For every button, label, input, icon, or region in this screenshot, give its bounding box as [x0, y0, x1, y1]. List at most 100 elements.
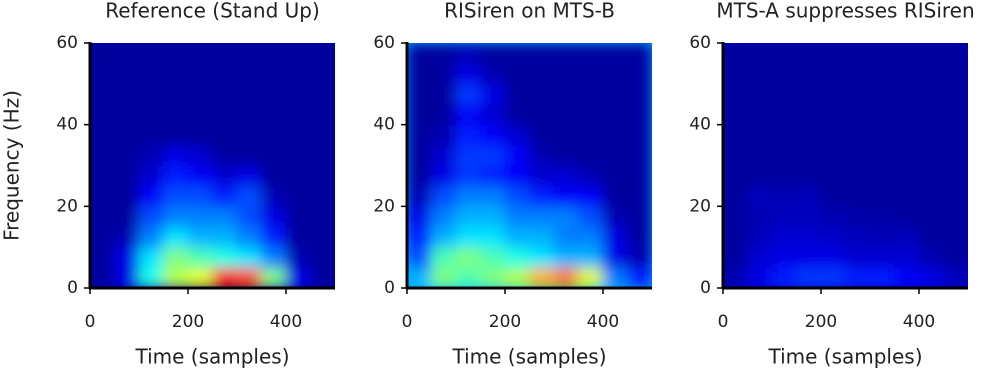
cell — [869, 43, 895, 64]
cell — [187, 226, 213, 248]
cell — [553, 62, 579, 85]
cell — [480, 124, 506, 146]
cell — [747, 185, 773, 207]
cell — [90, 267, 115, 288]
cell — [431, 83, 457, 105]
cell — [90, 185, 115, 207]
cell — [771, 144, 797, 166]
cell — [796, 185, 822, 207]
cell — [236, 185, 262, 207]
cell — [771, 165, 797, 187]
cell — [529, 43, 555, 64]
cell — [918, 185, 944, 207]
cell — [627, 144, 652, 166]
cell — [918, 226, 944, 248]
x-axis-label: Time (samples) — [451, 345, 606, 369]
cell — [431, 165, 457, 187]
cell — [578, 144, 604, 166]
y-tick-label: 0 — [67, 278, 78, 298]
x-tick-label: 400 — [587, 312, 619, 332]
cell — [261, 226, 287, 248]
cell — [771, 185, 797, 207]
cell — [504, 144, 530, 166]
cell — [310, 62, 335, 85]
cell — [627, 83, 652, 105]
cell — [918, 103, 944, 126]
cell — [747, 103, 773, 126]
cell — [796, 246, 822, 269]
cell — [407, 43, 432, 64]
cell — [845, 103, 871, 126]
cell — [943, 205, 968, 228]
cell — [747, 267, 773, 288]
cell — [529, 62, 555, 85]
cell — [894, 246, 920, 269]
cell — [310, 83, 335, 105]
cell — [261, 103, 287, 126]
cell — [723, 226, 748, 248]
cell — [455, 144, 481, 166]
cell — [407, 144, 432, 166]
cell — [310, 205, 335, 228]
cell — [407, 267, 432, 288]
cell — [771, 226, 797, 248]
cell — [602, 103, 628, 126]
cell — [163, 185, 189, 207]
cell — [820, 185, 846, 207]
cell — [918, 144, 944, 166]
cell — [529, 185, 555, 207]
cell — [747, 226, 773, 248]
cell — [407, 226, 432, 248]
cell — [504, 246, 530, 269]
cell — [578, 185, 604, 207]
y-tick-label: 20 — [373, 196, 395, 216]
cell — [236, 165, 262, 187]
cell — [553, 124, 579, 146]
cell — [553, 43, 579, 64]
cell — [285, 185, 311, 207]
cell — [771, 43, 797, 64]
cell — [480, 43, 506, 64]
cell — [845, 226, 871, 248]
cell — [943, 267, 968, 288]
cell — [212, 144, 238, 166]
cell — [771, 267, 797, 288]
cell — [187, 62, 213, 85]
cell — [578, 205, 604, 228]
cell — [236, 144, 262, 166]
cell — [943, 124, 968, 146]
cell — [407, 165, 432, 187]
cell — [138, 165, 164, 187]
cell — [504, 83, 530, 105]
cell — [894, 103, 920, 126]
cell — [553, 185, 579, 207]
cell — [869, 144, 895, 166]
cell — [820, 62, 846, 85]
cell — [845, 205, 871, 228]
cells — [90, 43, 335, 288]
cell — [796, 144, 822, 166]
cell — [285, 124, 311, 146]
cell — [747, 124, 773, 146]
cell — [163, 124, 189, 146]
cell — [455, 205, 481, 228]
cell — [602, 62, 628, 85]
x-tick-label: 0 — [402, 312, 413, 332]
cell — [163, 144, 189, 166]
cell — [602, 83, 628, 105]
cell — [627, 185, 652, 207]
cell — [285, 205, 311, 228]
cell — [771, 103, 797, 126]
cell — [261, 267, 287, 288]
cell — [553, 165, 579, 187]
cell — [504, 267, 530, 288]
cell — [869, 103, 895, 126]
cell — [212, 226, 238, 248]
cell — [820, 144, 846, 166]
cell — [894, 43, 920, 64]
cell — [431, 144, 457, 166]
cell — [796, 62, 822, 85]
cell — [771, 83, 797, 105]
cell — [163, 226, 189, 248]
cell — [627, 267, 652, 288]
